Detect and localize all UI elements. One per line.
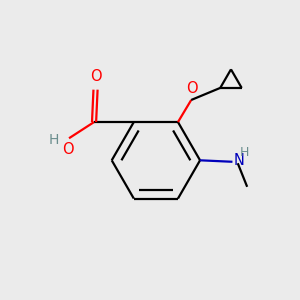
Text: H: H [240, 146, 250, 159]
Text: O: O [62, 142, 74, 157]
Text: N: N [234, 153, 245, 168]
Text: O: O [186, 81, 197, 96]
Text: O: O [90, 69, 101, 84]
Text: H: H [49, 133, 59, 147]
